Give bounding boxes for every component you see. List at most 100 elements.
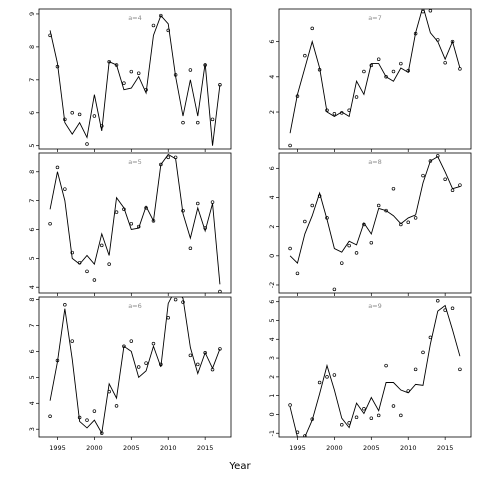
data-point bbox=[144, 206, 148, 210]
data-point bbox=[92, 114, 97, 118]
y-tick-label: 6 bbox=[28, 349, 36, 353]
data-point bbox=[384, 75, 388, 79]
data-point bbox=[458, 67, 462, 71]
data-point bbox=[181, 208, 185, 213]
data-point bbox=[55, 165, 60, 170]
data-point bbox=[188, 353, 193, 358]
data-point bbox=[369, 416, 374, 420]
plot-area bbox=[288, 154, 462, 292]
data-point bbox=[77, 260, 82, 265]
panel-label: a=4 bbox=[128, 14, 142, 22]
data-point bbox=[85, 418, 89, 422]
data-point bbox=[332, 287, 337, 292]
data-point bbox=[384, 208, 388, 213]
y-tick-label: 4 bbox=[268, 195, 276, 199]
series-line bbox=[289, 304, 461, 437]
data-point bbox=[376, 203, 381, 208]
data-point bbox=[376, 413, 381, 418]
y-tick-label: 4 bbox=[268, 337, 276, 341]
panel-frame bbox=[38, 152, 232, 294]
data-point bbox=[166, 315, 170, 320]
data-point bbox=[406, 68, 410, 73]
y-tick-label: 6 bbox=[28, 227, 36, 231]
data-point bbox=[173, 155, 178, 160]
data-point bbox=[317, 380, 322, 385]
data-point bbox=[317, 194, 322, 198]
data-point bbox=[144, 361, 148, 365]
data-point bbox=[92, 278, 97, 282]
data-point bbox=[63, 187, 67, 191]
data-point bbox=[450, 188, 455, 192]
data-point bbox=[436, 154, 440, 158]
data-point bbox=[340, 111, 344, 115]
data-point bbox=[122, 207, 126, 212]
plot-area bbox=[48, 13, 222, 146]
panel-label: a=7 bbox=[368, 14, 382, 22]
y-tick-label: 8 bbox=[28, 170, 36, 174]
y-tick-label: 5 bbox=[28, 144, 36, 148]
data-point bbox=[340, 261, 344, 265]
y-tick-label: 8 bbox=[28, 45, 36, 49]
data-point bbox=[406, 220, 410, 225]
data-point bbox=[303, 434, 307, 437]
y-tick-label: 9 bbox=[28, 12, 36, 16]
data-point bbox=[325, 375, 329, 379]
data-point bbox=[181, 120, 185, 125]
data-point bbox=[288, 403, 292, 407]
y-tick-label: 8 bbox=[28, 298, 36, 302]
data-point bbox=[436, 38, 440, 42]
panel-4: a=8 -2 0 2 4 6 bbox=[268, 152, 472, 296]
data-point bbox=[203, 63, 207, 67]
data-point bbox=[196, 120, 200, 125]
data-point bbox=[196, 201, 200, 206]
data-point bbox=[203, 350, 207, 355]
data-point bbox=[443, 60, 447, 65]
data-point bbox=[369, 63, 374, 68]
x-tick-label: 2015 bbox=[197, 444, 214, 452]
data-point bbox=[63, 117, 67, 122]
data-point bbox=[70, 250, 74, 255]
data-point bbox=[288, 246, 292, 251]
data-point bbox=[188, 246, 193, 251]
data-point bbox=[332, 112, 337, 116]
data-point bbox=[129, 221, 134, 226]
data-point bbox=[107, 59, 111, 64]
data-point bbox=[203, 226, 207, 230]
y-tick-label: 7 bbox=[28, 78, 36, 82]
data-point bbox=[218, 83, 222, 87]
data-point bbox=[151, 341, 156, 346]
data-point bbox=[347, 243, 351, 248]
data-point bbox=[114, 210, 119, 214]
x-tick-label: 2005 bbox=[123, 444, 140, 452]
data-point bbox=[443, 308, 447, 312]
data-point bbox=[144, 87, 148, 92]
data-point bbox=[55, 64, 60, 69]
x-tick-label: 2010 bbox=[160, 444, 177, 452]
data-point bbox=[376, 57, 381, 61]
data-point bbox=[136, 365, 141, 369]
data-point bbox=[450, 39, 455, 44]
data-point bbox=[77, 415, 82, 420]
data-point bbox=[288, 143, 292, 148]
panel-frame bbox=[278, 8, 472, 150]
data-point bbox=[129, 69, 134, 74]
data-point bbox=[362, 222, 366, 227]
series-line bbox=[289, 156, 461, 264]
data-point bbox=[303, 53, 307, 58]
data-point bbox=[362, 69, 366, 74]
data-point bbox=[166, 28, 170, 33]
y-tick-label: 7 bbox=[28, 323, 36, 327]
panel-label: a=9 bbox=[368, 302, 382, 310]
data-point bbox=[325, 216, 329, 220]
panel-frame bbox=[278, 152, 472, 294]
data-point bbox=[295, 430, 300, 435]
y-tick-label: -2 bbox=[268, 282, 276, 288]
panel-5: a=6 3 4 5 6 7 8 1995 2000 2005 2010 2015 bbox=[28, 296, 232, 452]
data-point bbox=[166, 155, 170, 160]
data-point bbox=[428, 9, 433, 13]
data-point bbox=[310, 203, 314, 208]
data-point bbox=[136, 71, 141, 75]
data-point bbox=[173, 73, 178, 77]
